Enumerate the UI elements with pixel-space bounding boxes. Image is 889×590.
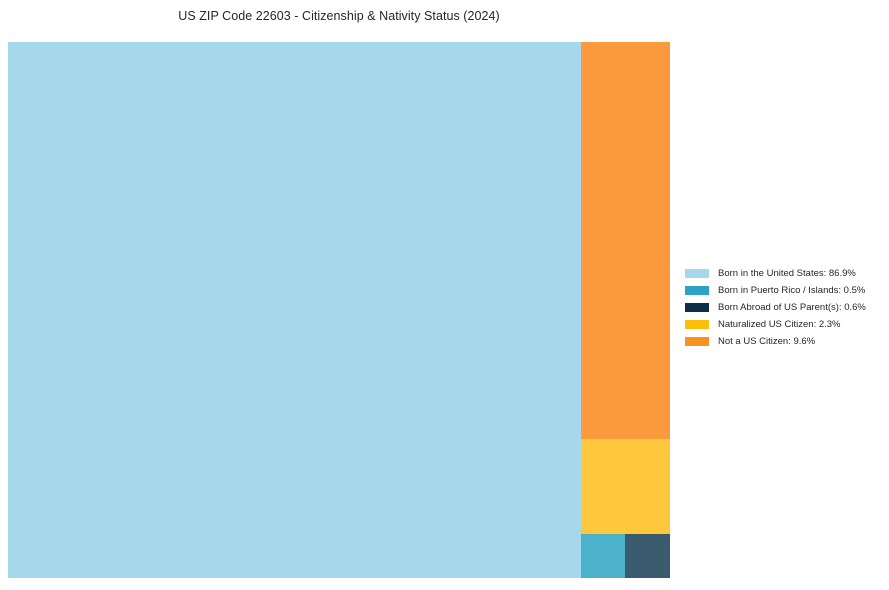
chart-title: US ZIP Code 22603 - Citizenship & Nativi… — [178, 9, 500, 23]
legend-swatch-icon — [685, 286, 709, 295]
legend-item-born-in-the-united-states[interactable]: Born in the United States: 86.9% — [685, 265, 885, 282]
legend-item-naturalized-us-citizen[interactable]: Naturalized US Citizen: 2.3% — [685, 316, 885, 333]
legend-swatch-icon — [685, 269, 709, 278]
legend-item-label: Born in Puerto Rico / Islands: 0.5% — [718, 285, 866, 296]
legend-item-label: Not a US Citizen: 9.6% — [718, 336, 816, 347]
treemap-tile-born-in-the-united-states[interactable] — [8, 42, 581, 578]
legend-swatch-icon — [685, 337, 709, 346]
legend-item-born-in-puerto-rico-islands[interactable]: Born in Puerto Rico / Islands: 0.5% — [685, 282, 885, 299]
legend-item-label: Naturalized US Citizen: 2.3% — [718, 319, 841, 330]
legend-swatch-icon — [685, 303, 709, 312]
legend-item-born-abroad-of-us-parents[interactable]: Born Abroad of US Parent(s): 0.6% — [685, 299, 885, 316]
treemap-tile-born-in-puerto-rico-islands[interactable] — [581, 534, 625, 578]
chart-legend: Born in the United States: 86.9% Born in… — [685, 265, 885, 350]
legend-swatch-icon — [685, 320, 709, 329]
legend-item-label: Born Abroad of US Parent(s): 0.6% — [718, 302, 866, 313]
legend-item-label: Born in the United States: 86.9% — [718, 268, 856, 279]
legend-item-not-a-us-citizen[interactable]: Not a US Citizen: 9.6% — [685, 333, 885, 350]
treemap-plot-area — [8, 42, 670, 578]
treemap-tile-born-abroad-of-us-parents[interactable] — [625, 534, 670, 578]
treemap-tile-naturalized-us-citizen[interactable] — [581, 439, 670, 534]
treemap-tile-not-a-us-citizen[interactable] — [581, 42, 670, 439]
